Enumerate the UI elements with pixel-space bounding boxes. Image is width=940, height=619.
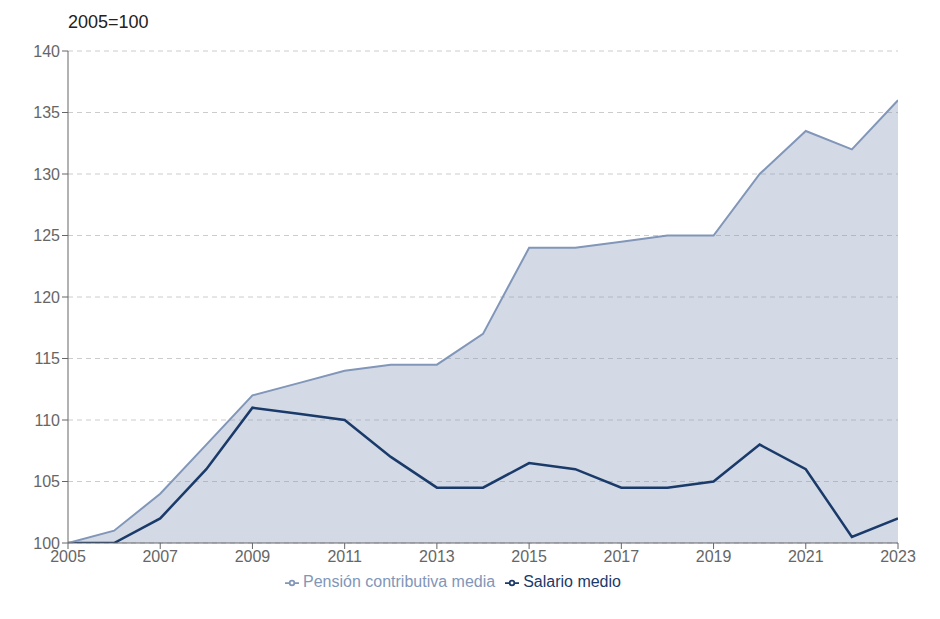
- svg-text:105: 105: [33, 473, 60, 490]
- svg-text:110: 110: [34, 412, 60, 429]
- svg-text:2019: 2019: [696, 548, 732, 565]
- svg-text:2013: 2013: [419, 548, 455, 565]
- svg-text:2011: 2011: [327, 548, 362, 565]
- svg-text:2023: 2023: [880, 548, 916, 565]
- svg-text:2021: 2021: [788, 548, 824, 565]
- svg-text:125: 125: [33, 227, 60, 244]
- svg-text:2005: 2005: [50, 548, 86, 566]
- svg-text:140: 140: [33, 43, 60, 60]
- svg-text:135: 135: [33, 104, 60, 121]
- html-text:Salario medio: Salario medio: [523, 573, 621, 590]
- svg-text:100: 100: [33, 535, 60, 552]
- svg-text:2009: 2009: [235, 548, 271, 565]
- svg-text:2007: 2007: [142, 548, 178, 565]
- svg-text:2015: 2015: [511, 548, 547, 565]
- html-text:2005=100: 2005=100: [68, 12, 149, 32]
- svg-text:2017: 2017: [604, 548, 640, 565]
- svg-text:130: 130: [33, 166, 60, 183]
- html-text:Pensión contributiva media: Pensión contributiva media: [303, 573, 496, 590]
- svg-text:115: 115: [34, 350, 60, 367]
- svg-text:120: 120: [33, 289, 60, 306]
